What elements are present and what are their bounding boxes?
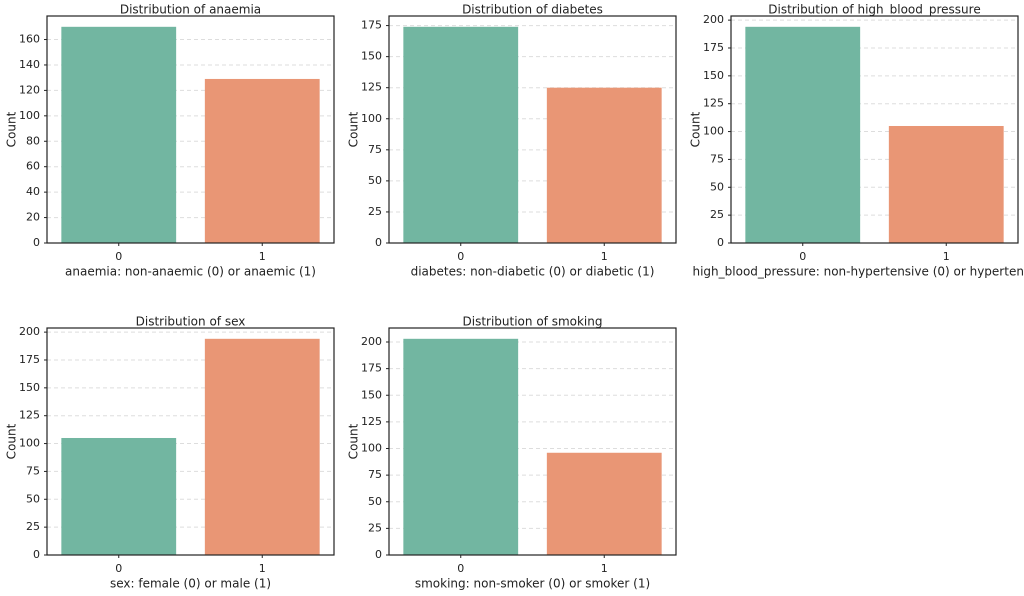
- x-tick-label: 0: [457, 562, 464, 575]
- x-axis-label: anaemia: non-anaemic (0) or anaemic (1): [65, 265, 316, 279]
- bar: [403, 26, 519, 243]
- bar: [546, 452, 662, 555]
- y-tick-label: 25: [26, 520, 40, 533]
- y-tick-label: 125: [361, 81, 382, 94]
- y-tick-label: 0: [33, 548, 40, 561]
- x-axis-label: sex: female (0) or male (1): [110, 577, 271, 591]
- y-tick-label: 200: [703, 13, 724, 26]
- subplot: Distribution of sex 0 25 50 75 100 125 150 175 20…: [5, 315, 335, 591]
- y-axis-label: Count: [5, 423, 19, 459]
- y-tick-label: 120: [19, 83, 40, 96]
- axes-frame: [388, 15, 677, 244]
- y-tick-label: 100: [361, 112, 382, 125]
- y-tick-label: 150: [703, 69, 724, 82]
- y-tick-label: 0: [375, 236, 382, 249]
- y-tick-label: 100: [19, 437, 40, 450]
- y-tick-label: 0: [375, 548, 382, 561]
- x-tick-label: 1: [601, 562, 608, 575]
- y-tick-label: 125: [361, 415, 382, 428]
- y-tick-label: 0: [33, 236, 40, 249]
- x-tick-label: 1: [601, 250, 608, 263]
- y-tick-label: 80: [26, 134, 40, 147]
- x-tick-label: 1: [259, 562, 266, 575]
- y-tick-label: 100: [19, 109, 40, 122]
- bar: [204, 78, 320, 243]
- y-tick-label: 125: [19, 409, 40, 422]
- x-tick-label: 0: [799, 250, 806, 263]
- subplot: Distribution of high_blood_pressure 0 25 50…: [689, 3, 1024, 279]
- y-tick-label: 200: [19, 325, 40, 338]
- y-tick-label: 25: [368, 205, 382, 218]
- bar: [745, 26, 861, 243]
- y-tick-label: 75: [368, 468, 382, 481]
- subplot: Distribution of diabetes 0 25 50 75 100 125 150…: [347, 3, 677, 279]
- x-tick-label: 1: [943, 250, 950, 263]
- y-tick-label: 200: [361, 335, 382, 348]
- subplot: Distribution of anaemia 0 20 40 60 80 100 120 14…: [5, 3, 335, 279]
- y-axis-label: Count: [347, 423, 361, 459]
- bar: [204, 338, 320, 555]
- y-tick-label: 100: [703, 125, 724, 138]
- y-tick-label: 75: [368, 143, 382, 156]
- chart-title: Distribution of anaemia: [120, 3, 261, 17]
- y-tick-label: 160: [19, 33, 40, 46]
- y-tick-label: 50: [368, 174, 382, 187]
- bar: [61, 437, 177, 555]
- y-tick-label: 175: [703, 41, 724, 54]
- x-axis-label: diabetes: non-diabetic (0) or diabetic (…: [411, 265, 655, 279]
- axes-frame: [46, 327, 335, 556]
- chart-title: Distribution of diabetes: [462, 3, 603, 17]
- y-tick-label: 100: [361, 442, 382, 455]
- y-tick-label: 50: [368, 495, 382, 508]
- x-tick-label: 0: [457, 250, 464, 263]
- y-axis-label: Count: [347, 111, 361, 147]
- y-tick-label: 25: [710, 208, 724, 221]
- bar: [403, 338, 519, 555]
- y-tick-label: 175: [361, 362, 382, 375]
- y-tick-label: 150: [19, 381, 40, 394]
- y-tick-label: 50: [710, 180, 724, 193]
- y-tick-label: 40: [26, 185, 40, 198]
- y-tick-label: 20: [26, 211, 40, 224]
- y-tick-label: 140: [19, 58, 40, 71]
- bar: [888, 125, 1004, 243]
- y-tick-label: 75: [26, 464, 40, 477]
- chart-title: Distribution of sex: [136, 315, 246, 329]
- y-axis-label: Count: [5, 111, 19, 147]
- y-tick-label: 150: [361, 388, 382, 401]
- y-tick-label: 0: [717, 236, 724, 249]
- axes-frame: [46, 15, 335, 244]
- y-tick-label: 60: [26, 160, 40, 173]
- chart-title: Distribution of high_blood_pressure: [768, 3, 980, 17]
- y-tick-label: 125: [703, 97, 724, 110]
- subplot: Distribution of smoking 0 25 50 75 100 125 150 1…: [347, 315, 677, 591]
- axes-frame: [388, 327, 677, 556]
- axes-frame: [730, 15, 1019, 244]
- chart-title: Distribution of smoking: [463, 315, 603, 329]
- y-tick-label: 175: [361, 19, 382, 32]
- y-tick-label: 75: [710, 152, 724, 165]
- y-tick-label: 150: [361, 50, 382, 63]
- x-tick-label: 0: [115, 562, 122, 575]
- y-tick-label: 175: [19, 353, 40, 366]
- x-tick-label: 1: [259, 250, 266, 263]
- x-axis-label: high_blood_pressure: non-hypertensive (0…: [692, 265, 1024, 279]
- x-tick-label: 0: [115, 250, 122, 263]
- x-axis-label: smoking: non-smoker (0) or smoker (1): [415, 577, 650, 591]
- y-axis-label: Count: [689, 111, 703, 147]
- bar: [546, 87, 662, 243]
- y-tick-label: 25: [368, 521, 382, 534]
- y-tick-label: 50: [26, 492, 40, 505]
- bar: [61, 26, 177, 243]
